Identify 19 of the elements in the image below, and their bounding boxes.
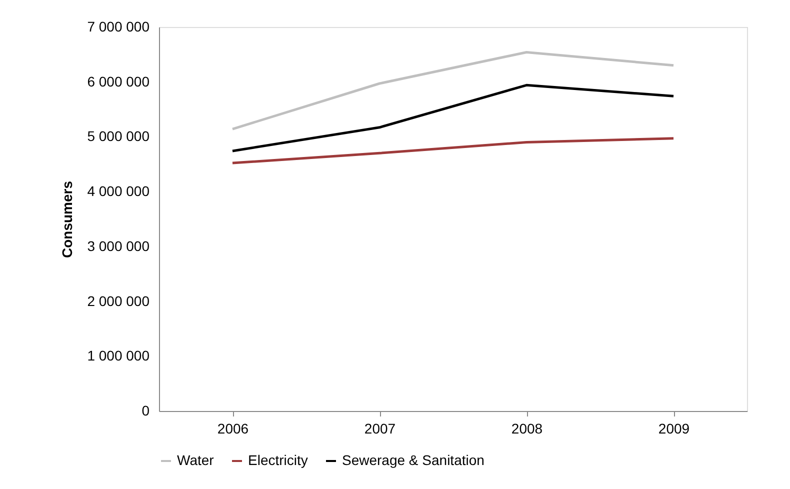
y-tick-label: 5 000 000	[87, 128, 150, 144]
legend-label: Sewerage & Sanitation	[342, 452, 484, 468]
x-tick-label: 2007	[364, 420, 396, 436]
y-tick-label: 6 000 000	[87, 73, 150, 90]
legend-label: Electricity	[248, 452, 308, 468]
x-tick-label: 2009	[658, 420, 690, 436]
y-tick-label: 7 000 000	[87, 18, 150, 34]
y-tick-label: 4 000 000	[87, 183, 150, 200]
x-tick-label: 2008	[511, 420, 543, 436]
line-series	[231, 50, 675, 130]
y-tick-label: 1 000 000	[87, 348, 150, 364]
y-tick-label: 0	[142, 402, 150, 418]
y-tick-label: 2 000 000	[87, 292, 150, 309]
line-series	[231, 84, 675, 152]
y-axis-title: Consumers	[59, 180, 76, 258]
line-series	[231, 137, 675, 164]
legend-label: Water	[177, 452, 214, 468]
y-tick-label: 3 000 000	[87, 238, 150, 254]
x-tick-label: 2006	[217, 420, 249, 436]
